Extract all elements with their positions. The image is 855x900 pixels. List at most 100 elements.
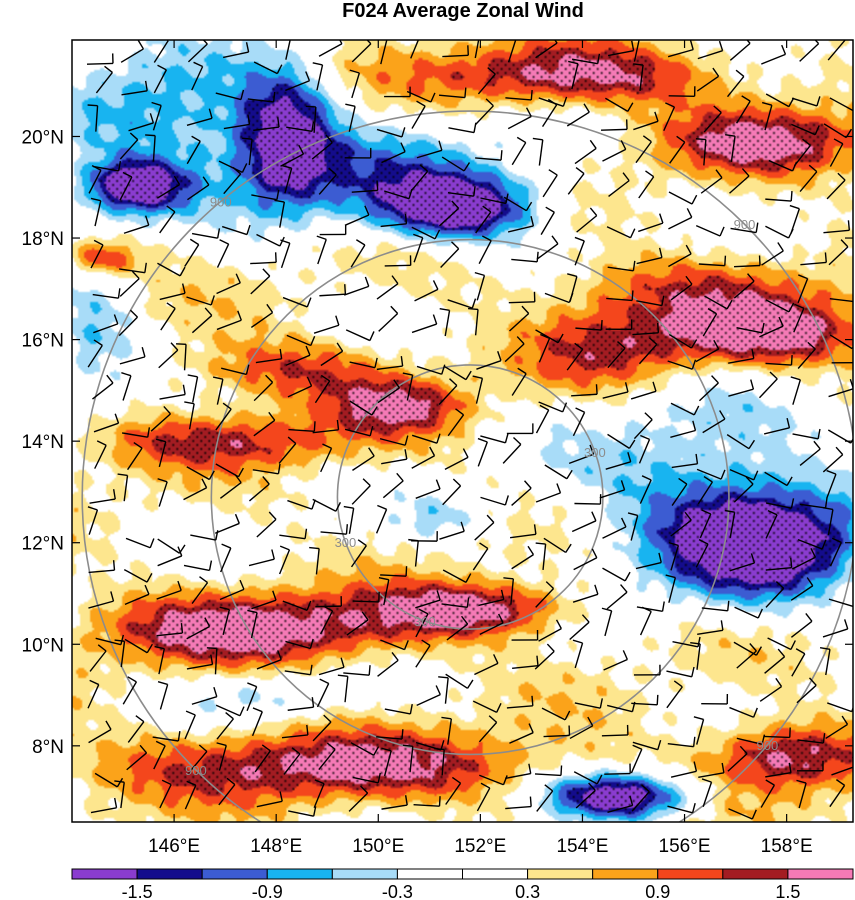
wind-barb (440, 241, 460, 268)
colorbar-swatch (787, 868, 854, 880)
wind-barb (476, 350, 502, 370)
wind-barb (442, 569, 472, 583)
wind-barb (479, 774, 508, 786)
wind-barb (219, 606, 231, 635)
wind-barb (543, 725, 571, 738)
wind-barb (87, 339, 103, 368)
wind-barb (608, 172, 630, 198)
wind-barb (538, 96, 568, 107)
wind-barb (725, 134, 736, 162)
wind-barb (759, 677, 783, 702)
range-rings (81, 110, 853, 822)
wind-barb (287, 697, 315, 711)
wind-barb (381, 142, 406, 164)
wind-barb (119, 132, 139, 160)
wind-barb (574, 494, 602, 505)
wind-barb (123, 215, 150, 234)
colorbar-tick-label: 0.3 (515, 882, 540, 900)
wind-barb (278, 436, 297, 464)
wind-barb (764, 471, 793, 487)
wind-barb (800, 252, 827, 266)
wind-barb (671, 477, 688, 506)
wind-barb (507, 40, 517, 63)
wind-barb (223, 42, 250, 59)
wind-barb (114, 780, 125, 809)
wind-barb (408, 538, 419, 567)
map-area (72, 40, 853, 822)
wind-barb (819, 647, 831, 676)
wind-barb (670, 420, 697, 438)
wind-barb (790, 577, 814, 601)
wind-barb (765, 93, 795, 108)
wind-barb (253, 61, 283, 75)
wind-barb (472, 375, 484, 404)
wind-barb (352, 447, 375, 471)
wind-barb (255, 348, 283, 364)
wind-barb (251, 189, 280, 201)
wind-barb (343, 276, 370, 296)
wind-barb (605, 97, 634, 113)
wind-barb (351, 180, 379, 193)
wind-barb (285, 345, 311, 366)
wind-barb (703, 105, 722, 133)
wind-barb (121, 372, 132, 401)
colorbar-swatch (71, 868, 138, 880)
wind-barb (242, 137, 253, 166)
wind-barb (704, 295, 733, 310)
wind-barb (638, 170, 655, 199)
wind-barb (191, 61, 204, 91)
wind-barb (728, 808, 757, 820)
wind-barb (569, 716, 594, 740)
wind-barb (253, 411, 276, 437)
wind-barb (799, 497, 828, 509)
wind-barb (698, 255, 727, 267)
wind-barb (88, 165, 102, 194)
wind-barb (274, 199, 286, 228)
wind-barb (378, 577, 390, 606)
wind-barb (535, 404, 550, 434)
wind-barb (666, 680, 683, 709)
wind-barb (636, 247, 663, 265)
wind-barb (434, 747, 445, 776)
wind-barb (191, 686, 218, 705)
wind-barb (632, 322, 660, 336)
wind-barb (541, 707, 571, 721)
wind-barb (831, 361, 853, 364)
wind-barb (576, 207, 598, 233)
wind-barb (384, 703, 413, 715)
wind-barb (157, 478, 168, 507)
wind-barb (765, 355, 793, 366)
wind-barb (765, 498, 795, 509)
wind-barb (223, 166, 242, 195)
wind-barb (191, 307, 213, 334)
wind-barb (506, 423, 534, 435)
wind-barb (797, 538, 827, 550)
wind-barb (311, 134, 333, 160)
wind-barb (796, 760, 824, 772)
x-tick-label: 158°E (761, 836, 813, 857)
wind-barb (313, 315, 340, 334)
wind-barb (790, 376, 802, 405)
wind-barb (89, 489, 116, 504)
wind-barb (765, 191, 793, 202)
wind-barb (87, 104, 99, 132)
wind-barb (159, 384, 186, 400)
wind-barb (221, 364, 250, 376)
x-tick-label: 154°E (556, 836, 608, 857)
wind-barb (467, 307, 479, 336)
wind-barb (445, 776, 462, 805)
wind-barb (538, 619, 562, 642)
wind-barb (475, 150, 503, 161)
wind-barb (571, 384, 598, 397)
wind-barb (410, 40, 420, 59)
wind-barb (791, 123, 820, 136)
wind-barb (380, 566, 408, 577)
wind-barb (90, 239, 104, 269)
wind-barb (348, 785, 369, 812)
wind-barb (287, 499, 316, 510)
wind-barb (567, 273, 578, 302)
wind-barb (696, 67, 720, 92)
wind-barb (511, 545, 535, 570)
wind-barb (702, 308, 718, 337)
wind-barb (447, 298, 477, 309)
